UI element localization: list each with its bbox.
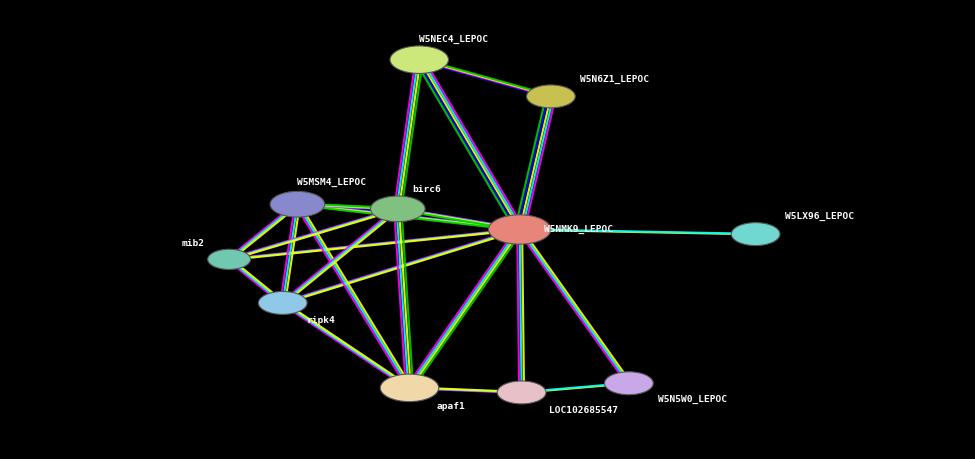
Circle shape bbox=[380, 374, 439, 402]
Circle shape bbox=[208, 249, 251, 269]
Text: W5N6Z1_LEPOC: W5N6Z1_LEPOC bbox=[580, 74, 649, 84]
Circle shape bbox=[604, 372, 653, 395]
Text: W5N5W0_LEPOC: W5N5W0_LEPOC bbox=[658, 395, 727, 404]
Text: ripk4: ripk4 bbox=[307, 316, 335, 325]
Text: mib2: mib2 bbox=[181, 239, 205, 248]
Circle shape bbox=[390, 46, 448, 73]
Text: W5NEC4_LEPOC: W5NEC4_LEPOC bbox=[419, 34, 488, 44]
Circle shape bbox=[270, 191, 325, 217]
Text: W5MSM4_LEPOC: W5MSM4_LEPOC bbox=[297, 178, 367, 187]
Text: apaf1: apaf1 bbox=[437, 402, 465, 411]
Text: W5LX96_LEPOC: W5LX96_LEPOC bbox=[785, 212, 854, 221]
Text: LOC102685547: LOC102685547 bbox=[549, 406, 618, 415]
Text: W5NMK9_LEPOC: W5NMK9_LEPOC bbox=[544, 225, 613, 234]
Circle shape bbox=[370, 196, 425, 222]
Text: birc6: birc6 bbox=[412, 185, 441, 194]
Circle shape bbox=[526, 85, 575, 108]
Circle shape bbox=[497, 381, 546, 404]
Circle shape bbox=[488, 215, 551, 244]
Circle shape bbox=[258, 291, 307, 314]
Circle shape bbox=[731, 223, 780, 246]
